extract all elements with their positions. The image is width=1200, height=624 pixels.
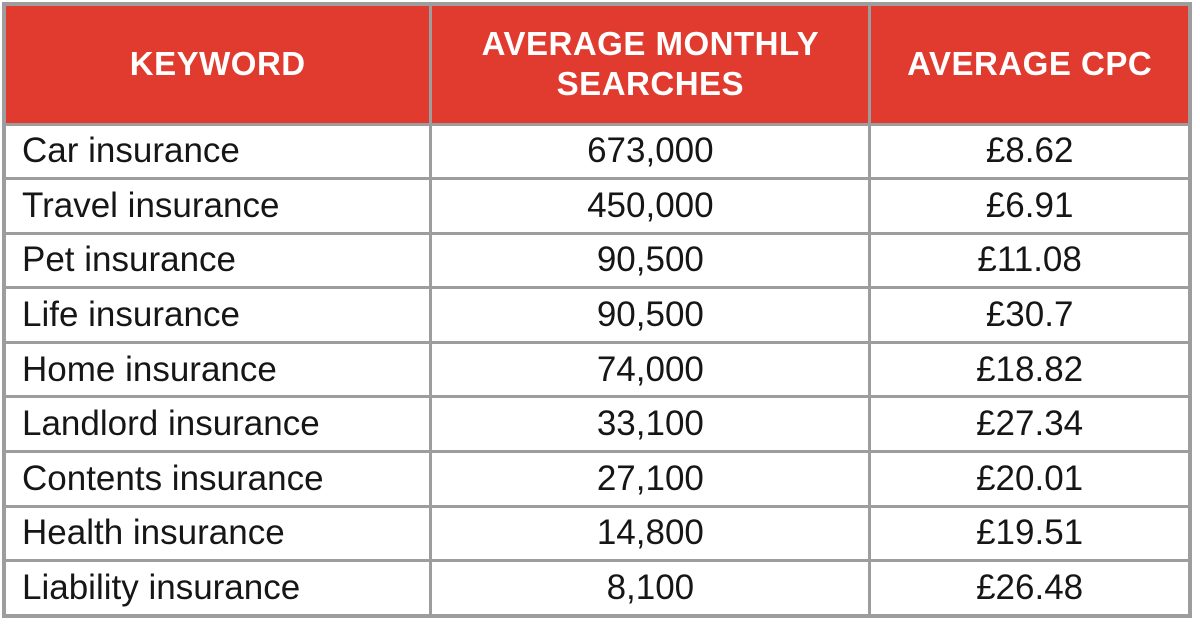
column-header-keyword: KEYWORD <box>2 2 433 126</box>
cpc-cell: £19.51 <box>868 504 1192 563</box>
cpc-cell: £11.08 <box>868 231 1192 290</box>
keyword-cell: Travel insurance <box>2 177 433 235</box>
searches-cell: 450,000 <box>429 177 872 235</box>
column-header-searches: AVERAGE MONTHLY SEARCHES <box>429 2 872 126</box>
keyword-cell: Life insurance <box>2 286 433 344</box>
searches-cell: 673,000 <box>429 122 872 181</box>
searches-cell: 90,500 <box>429 286 872 344</box>
table-row: Travel insurance 450,000 £6.91 <box>2 177 1192 235</box>
table-row: Health insurance 14,800 £19.51 <box>2 504 1192 563</box>
table-row: Life insurance 90,500 £30.7 <box>2 286 1192 344</box>
searches-cell: 14,800 <box>429 504 872 563</box>
keyword-cell: Car insurance <box>2 122 433 181</box>
cpc-cell: £26.48 <box>868 559 1192 618</box>
cpc-cell: £6.91 <box>868 177 1192 235</box>
keyword-cell: Liability insurance <box>2 559 433 618</box>
searches-cell: 33,100 <box>429 395 872 454</box>
table-row: Pet insurance 90,500 £11.08 <box>2 231 1192 290</box>
table-row: Liability insurance 8,100 £26.48 <box>2 559 1192 618</box>
column-header-cpc: AVERAGE CPC <box>868 2 1192 126</box>
header-row: KEYWORD AVERAGE MONTHLY SEARCHES AVERAGE… <box>2 2 1192 126</box>
keyword-cell: Health insurance <box>2 504 433 563</box>
cpc-cell: £20.01 <box>868 450 1192 508</box>
cpc-cell: £27.34 <box>868 395 1192 454</box>
table-header: KEYWORD AVERAGE MONTHLY SEARCHES AVERAGE… <box>2 2 1192 126</box>
table-row: Contents insurance 27,100 £20.01 <box>2 450 1192 508</box>
searches-cell: 90,500 <box>429 231 872 290</box>
cpc-cell: £8.62 <box>868 122 1192 181</box>
keyword-table: KEYWORD AVERAGE MONTHLY SEARCHES AVERAGE… <box>2 2 1192 618</box>
keyword-cell: Home insurance <box>2 340 433 399</box>
keyword-cell: Landlord insurance <box>2 395 433 454</box>
cpc-cell: £18.82 <box>868 340 1192 399</box>
searches-cell: 8,100 <box>429 559 872 618</box>
table-row: Car insurance 673,000 £8.62 <box>2 122 1192 181</box>
searches-cell: 74,000 <box>429 340 872 399</box>
table-body: Car insurance 673,000 £8.62 Travel insur… <box>2 122 1192 618</box>
keyword-table-frame: KEYWORD AVERAGE MONTHLY SEARCHES AVERAGE… <box>2 2 1192 618</box>
keyword-cell: Pet insurance <box>2 231 433 290</box>
keyword-cell: Contents insurance <box>2 450 433 508</box>
table-row: Home insurance 74,000 £18.82 <box>2 340 1192 399</box>
searches-cell: 27,100 <box>429 450 872 508</box>
table-row: Landlord insurance 33,100 £27.34 <box>2 395 1192 454</box>
cpc-cell: £30.7 <box>868 286 1192 344</box>
